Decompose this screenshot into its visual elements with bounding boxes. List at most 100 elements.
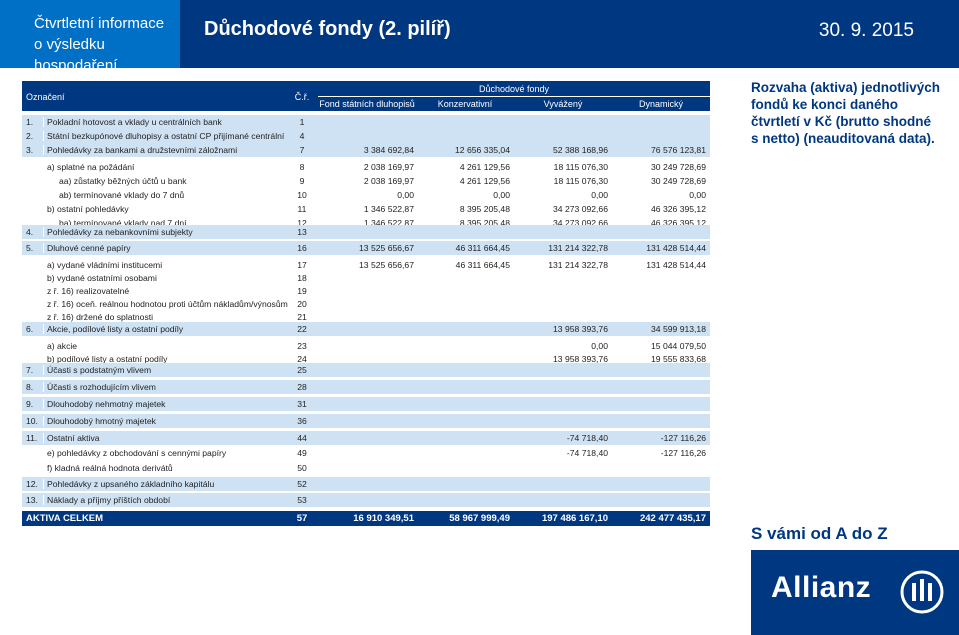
row-label-text: b) podílové listy a ostatní podíly: [47, 354, 168, 364]
row-number: 12.: [26, 479, 38, 489]
row-label: 7. Účasti s podstatným vlivem: [26, 363, 286, 377]
row-value-col-2: -74 718,40: [566, 433, 608, 443]
row-cr: 50: [297, 463, 307, 473]
row-cr: 49: [297, 448, 307, 458]
row-value-col-2: 34 273 092,66: [553, 218, 608, 228]
table-row: z ř. 16) držené do splatnosti 21: [22, 310, 710, 324]
row-value-col-2: 52 388 168,96: [553, 145, 608, 155]
row-number: 8.: [26, 382, 34, 392]
row-number: 1.: [26, 117, 34, 127]
table-row: z ř. 16) realizovatelné 19: [22, 284, 710, 298]
row-value-col-1: 58 967 999,49: [449, 513, 510, 524]
row-value-col-1: 12 656 335,04: [455, 145, 510, 155]
row-label-text: z ř. 16) oceň. reálnou hodnotou proti úč…: [47, 299, 288, 309]
header-bar: Čtvrtletní informace o výsledku hospodař…: [0, 0, 959, 74]
row-label-text: Dlouhodobý nehmotný majetek: [43, 399, 166, 409]
row-cr: 22: [297, 324, 307, 334]
row-value-col-0: 1 346 522,87: [363, 218, 414, 228]
row-value-col-3: 34 599 913,18: [651, 324, 706, 334]
row-label: 10. Dlouhodobý hmotný majetek: [26, 414, 286, 428]
row-label: 13. Náklady a příjmy příštích období: [26, 493, 286, 507]
table-row: 8. Účasti s rozhodujícím vlivem 28: [22, 380, 710, 394]
row-label-text: a) vydané vládními institucemi: [47, 260, 163, 270]
row-value-col-3: 46 326 395,12: [651, 218, 706, 228]
table-row: 4. Pohledávky za nebankovními subjekty 13: [22, 225, 710, 239]
row-value-col-3: 46 326 395,12: [651, 204, 706, 214]
row-label-text: b) ostatní pohledávky: [47, 204, 129, 214]
row-label: AKTIVA CELKEM: [26, 511, 286, 526]
row-number: 5.: [26, 243, 34, 253]
allianz-eagle-icon: [900, 570, 944, 614]
row-number: 7.: [26, 365, 34, 375]
row-cr: 9: [299, 176, 305, 186]
row-value-col-0: 13 525 656,67: [359, 243, 414, 253]
row-label-text: ab) termínované vklady do 7 dnů: [59, 190, 185, 200]
header-cr: Č.ř.: [294, 92, 310, 102]
row-cr: 17: [297, 260, 307, 270]
row-label: z ř. 16) držené do splatnosti: [26, 310, 307, 324]
row-value-col-2: 131 214 322,78: [548, 243, 608, 253]
row-value-col-1: 4 261 129,56: [459, 176, 510, 186]
row-label-text: f) kladná reálná hodnota derivátů: [47, 463, 173, 473]
row-number: 11.: [26, 433, 38, 443]
row-cr: 10: [297, 190, 307, 200]
row-value-col-0: 16 910 349,51: [353, 513, 414, 524]
row-label-text: Ostatní aktiva: [43, 433, 100, 443]
row-label-text: Náklady a příjmy příštích období: [43, 495, 171, 505]
row-value-col-3: 76 576 123,81: [651, 145, 706, 155]
row-value-col-2: 131 214 322,78: [548, 260, 608, 270]
row-label: z ř. 16) oceň. reálnou hodnotou proti úč…: [26, 297, 307, 311]
row-label-text: Pohledávky za bankami a družstevními zál…: [43, 145, 238, 155]
header-subtitle-line1: Čtvrtletní informace: [34, 15, 165, 32]
row-cr: 1: [299, 117, 305, 127]
row-label: z ř. 16) realizovatelné: [26, 284, 307, 298]
header-col-0: Fond státních dluhopisů: [319, 99, 415, 109]
row-label: a) splatné na požádání: [26, 160, 307, 174]
row-value-col-2: 0,00: [591, 190, 608, 200]
row-cr: 7: [299, 145, 305, 155]
row-cr: 24: [297, 354, 307, 364]
table-row: 11. Ostatní aktiva 44 -74 718,40 -127 116,26: [22, 431, 710, 445]
row-label-text: Akcie, podílové listy a ostatní podíly: [43, 324, 184, 334]
row-cr: 53: [297, 495, 307, 505]
table-row: a) splatné na požádání 8 2 038 169,97 4 261…: [22, 160, 710, 174]
row-label: 5. Dluhové cenné papíry: [26, 241, 286, 255]
total-row: AKTIVA CELKEM 57 16 910 349,51 58 967 999,4…: [22, 511, 710, 526]
row-number: 3.: [26, 145, 34, 155]
row-cr: 28: [297, 382, 307, 392]
table-row: a) vydané vládními institucemi 17 13 525 6…: [22, 258, 710, 272]
table-row: ab) termínované vklady do 7 dnů 10 0,00 0,0…: [22, 188, 710, 202]
row-label: aa) zůstatky běžných účtů u bank: [26, 174, 319, 188]
header-label: Označení: [26, 92, 65, 102]
row-value-col-2: 34 273 092,66: [553, 204, 608, 214]
row-value-col-0: 2 038 169,97: [363, 176, 414, 186]
row-cr: 36: [297, 416, 307, 426]
row-value-col-2: 18 115 076,30: [553, 162, 608, 172]
table-row: 6. Akcie, podílové listy a ostatní podíly…: [22, 322, 710, 336]
row-number: 13.: [26, 495, 38, 505]
row-label-text: Pokladní hotovost a vklady u centrálních…: [43, 117, 222, 127]
table-row: 5. Dluhové cenné papíry 16 13 525 656,67 46 …: [22, 241, 710, 255]
row-label-text: Státní bezkupónové dluhopisy a ostatní C…: [43, 131, 285, 141]
row-label-text: Dluhové cenné papíry: [43, 243, 131, 253]
header-col-3: Dynamický: [638, 99, 683, 109]
row-cr: 4: [299, 131, 305, 141]
row-label: 11. Ostatní aktiva: [26, 431, 286, 445]
row-value-col-0: 1 346 522,87: [363, 204, 414, 214]
row-value-col-1: 8 395 205,48: [459, 218, 510, 228]
row-value-col-3: 0,00: [689, 190, 706, 200]
row-value-col-3: 30 249 728,69: [651, 176, 706, 186]
table-row: z ř. 16) oceň. reálnou hodnotou proti úč…: [22, 297, 710, 311]
allianz-logo: Allianz: [751, 550, 959, 635]
row-number: 2.: [26, 131, 34, 141]
row-value-col-3: 30 249 728,69: [651, 162, 706, 172]
row-value-col-2: 13 958 393,76: [553, 354, 608, 364]
row-label-text: Účasti s rozhodujícím vlivem: [43, 382, 156, 392]
row-label: e) pohledávky z obchodování s cennými pa…: [26, 446, 307, 460]
header-group: Důchodové fondy: [478, 84, 550, 94]
row-value-col-3: -127 116,26: [660, 433, 706, 443]
row-label: b) podílové listy a ostatní podíly: [26, 352, 307, 366]
row-value-col-3: 15 044 079,50: [651, 341, 706, 351]
side-note: Rozvaha (aktiva) jednotlivých fondů ke k…: [751, 80, 941, 146]
row-value-col-3: -127 116,26: [660, 448, 706, 458]
